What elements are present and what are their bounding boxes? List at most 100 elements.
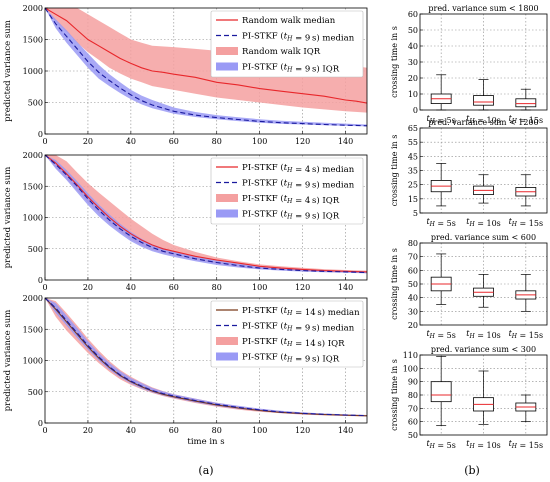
iqr-band	[45, 8, 367, 113]
y-tick-label: 10	[408, 90, 418, 99]
y-tick-label: 70	[408, 253, 418, 262]
y-tick-label: 1000	[23, 214, 43, 223]
y-tick-label: 80	[408, 391, 418, 400]
x-tick-label: 120	[295, 426, 310, 435]
x-tick-label: 60	[169, 283, 179, 292]
legend-entry: PI-STKF (tH = 14 s) IQR	[242, 336, 345, 349]
legend-entry: PI-STKF (tH = 9 s) IQR	[242, 352, 340, 365]
legend-entry: PI-STKF (tH = 9 s) median	[242, 31, 355, 44]
legend-box	[210, 300, 364, 368]
box-3	[515, 88, 537, 111]
y-tick-label: 60	[408, 10, 418, 19]
x-tick-label: 80	[212, 283, 222, 292]
y-tick-label: 60	[408, 418, 418, 427]
x-tick-label: tH = 5s	[426, 329, 455, 340]
y-axis-label: predicted variance sum	[3, 167, 13, 269]
legend-entry: PI-STKF (tH = 14 s) median	[242, 305, 360, 318]
y-tick-label: 50	[408, 26, 418, 35]
legend-entry: PI-STKF (tH = 9 s) IQR	[242, 62, 340, 75]
box-iqr	[473, 95, 494, 106]
y-tick-label: 25	[408, 181, 418, 190]
y-tick-label: 35	[408, 167, 418, 176]
y-tick-label: 30	[408, 58, 418, 67]
median-line	[45, 8, 367, 104]
x-tick-label: tH = 5s	[426, 439, 455, 450]
y-tick-label: 45	[408, 152, 418, 161]
x-tick-label: 40	[126, 283, 136, 292]
x-tick-label: tH = 10s	[466, 329, 501, 340]
legend-band-swatch	[216, 194, 238, 202]
median-line	[45, 8, 367, 127]
panel-title: pred. variance sum < 1200	[428, 118, 538, 127]
y-tick-label: 0	[413, 106, 418, 115]
legend-entry: Random walk median	[242, 16, 336, 26]
y-tick-label: 1500	[23, 182, 43, 191]
box-3	[515, 394, 537, 423]
x-tick-label: 140	[338, 137, 353, 146]
y-tick-label: 1000	[23, 357, 43, 366]
x-tick-label: tH = 15s	[509, 329, 544, 340]
x-tick-label: tH = 10s	[466, 217, 501, 228]
x-tick-label: tH = 5s	[426, 114, 455, 125]
y-tick-label: 0	[38, 419, 43, 428]
box-iqr	[430, 381, 452, 403]
x-tick-label: 100	[252, 137, 267, 146]
y-tick-label: 2000	[23, 294, 43, 303]
line-panel-1: 0 20 40 60 80 100 120 140 0 500 1000 1500 2000 predic…	[3, 4, 368, 146]
y-tick-label: 15	[408, 195, 418, 204]
legend: PI-STKF (tH = 4 s) median PI-STKF (tH = 9…	[210, 157, 364, 225]
panel-title: pred. variance sum < 600	[431, 233, 536, 242]
y-tick-label: 500	[28, 99, 43, 108]
x-tick-label: 140	[338, 283, 353, 292]
x-tick-label: 0	[42, 426, 47, 435]
legend-box	[210, 157, 364, 225]
panel-title: pred. variance sum < 1800	[428, 4, 538, 13]
y-tick-label: 50	[408, 280, 418, 289]
legend-band-swatch	[216, 209, 238, 218]
x-axis-label: time in s	[187, 437, 224, 447]
x-tick-label: tH = 15s	[509, 217, 544, 228]
box-1	[430, 355, 452, 427]
y-tick-label: 2000	[23, 151, 43, 160]
y-tick-label: 500	[28, 388, 43, 397]
x-tick-label: 80	[212, 426, 222, 435]
x-tick-label: 60	[169, 137, 179, 146]
x-tick-label: 120	[295, 137, 310, 146]
y-tick-label: 1000	[23, 67, 43, 76]
y-tick-label: 70	[408, 404, 418, 413]
y-tick-label: 5	[413, 209, 418, 218]
y-tick-label: 50	[408, 431, 418, 440]
box-2	[473, 370, 494, 425]
y-tick-label: 40	[408, 42, 418, 51]
y-tick-label: 1500	[23, 36, 43, 45]
box-3	[515, 274, 537, 312]
y-tick-label: 110	[403, 351, 418, 360]
legend-entry: Random walk IQR	[242, 47, 321, 57]
x-tick-label: 140	[338, 426, 353, 435]
y-tick-label: 65	[408, 124, 418, 133]
y-tick-label: 0	[38, 130, 43, 139]
caption-a: (a)	[198, 464, 213, 477]
x-tick-label: 100	[252, 426, 267, 435]
plot-area	[45, 298, 367, 417]
plot-area	[45, 155, 367, 274]
legend: Random walk median PI-STKF (tH = 9 s) med…	[210, 10, 364, 78]
x-tick-label: tH = 15s	[509, 114, 544, 125]
y-axis-label: predicted variance sum	[3, 310, 13, 412]
box-2	[473, 174, 494, 204]
box-1	[430, 253, 452, 305]
x-tick-label: 20	[83, 283, 93, 292]
x-tick-label: 80	[212, 137, 222, 146]
legend: PI-STKF (tH = 14 s) median PI-STKF (tH = …	[210, 300, 364, 368]
median-line	[45, 155, 367, 274]
y-tick-label: 40	[408, 294, 418, 303]
legend-band-swatch	[216, 47, 238, 55]
box-2	[473, 274, 494, 308]
line-panel-2: 0 20 40 60 80 100 120 140 0 500 1000 1500 2000 predic…	[3, 151, 368, 292]
x-tick-label: 20	[83, 137, 93, 146]
y-axis-label: predicted variance sum	[3, 20, 13, 122]
plot-area	[45, 8, 367, 127]
y-axis-label: crossing time in s	[390, 248, 399, 320]
legend-box	[210, 10, 364, 78]
